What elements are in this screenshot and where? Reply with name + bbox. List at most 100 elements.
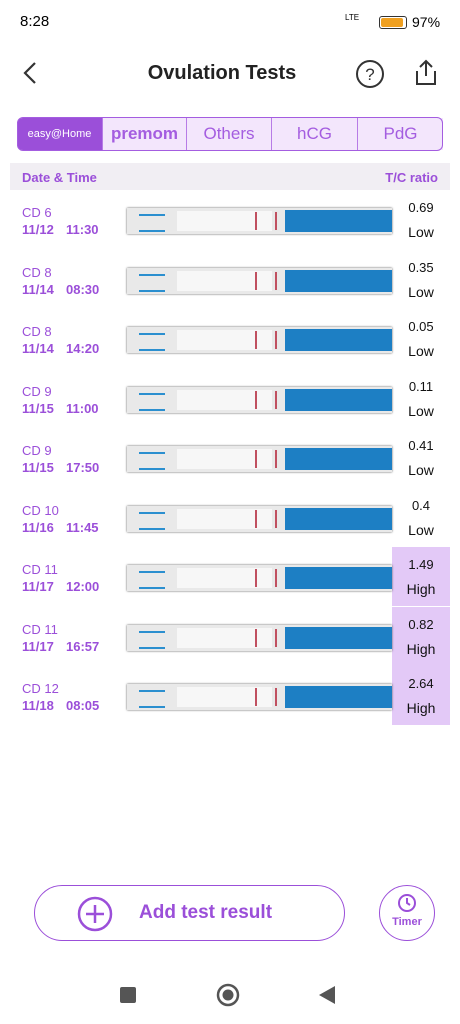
tc-ratio: 2.64 <box>408 676 434 691</box>
test-date: 11/12 <box>22 222 54 237</box>
nav-recents[interactable] <box>120 987 136 1003</box>
strip-part <box>275 688 277 706</box>
nav-back[interactable] <box>319 986 335 1004</box>
strip-part <box>285 507 392 530</box>
strip-part <box>275 212 277 230</box>
test-row[interactable]: CD 12 11/18 08:05 2.64 High <box>0 666 460 725</box>
test-time: 16:57 <box>66 638 100 654</box>
test-row[interactable]: CD 8 11/14 08:30 0.35 Low <box>0 250 460 309</box>
strip-part <box>139 452 165 470</box>
share-button[interactable] <box>411 58 441 88</box>
strip-part <box>275 569 277 587</box>
test-date: 11/16 <box>22 519 54 535</box>
status-time: 8:28 <box>20 13 50 30</box>
cycle-day: CD 12 <box>22 681 59 696</box>
tab[interactable]: Others <box>187 118 272 150</box>
strip-part <box>139 511 165 530</box>
ratio-highlight <box>392 547 450 606</box>
strip-part <box>139 630 165 649</box>
nav-home[interactable] <box>216 983 240 1007</box>
strip-part <box>255 331 257 349</box>
strip-part <box>285 448 392 470</box>
test-strip <box>127 267 392 294</box>
test-date: 11/14 <box>22 281 54 297</box>
test-strip <box>127 327 392 353</box>
ratio-highlight <box>392 666 450 725</box>
test-date: 11/15 <box>22 400 54 416</box>
cycle-day: CD 9 <box>22 383 52 399</box>
strip-part <box>275 271 277 290</box>
battery-icon <box>379 16 407 29</box>
strip-part <box>285 210 392 232</box>
strip-part <box>139 214 165 232</box>
cycle-day: CD 10 <box>22 502 59 518</box>
lh-level: Low <box>408 224 434 240</box>
help-button[interactable]: ? <box>354 58 386 90</box>
lh-level: Low <box>408 462 434 478</box>
strip-part <box>139 690 165 708</box>
strip-part <box>275 628 277 647</box>
strip-part <box>275 390 277 409</box>
strip-part <box>285 329 392 351</box>
strip-part <box>177 211 272 231</box>
test-row[interactable]: CD 9 11/15 11:00 0.11 Low <box>0 369 460 428</box>
test-row[interactable]: CD 11 11/17 16:57 0.82 High <box>0 606 460 666</box>
tc-ratio: 0.05 <box>408 319 434 334</box>
test-strip <box>127 386 392 413</box>
timer-icon <box>398 894 416 912</box>
strip-part <box>255 628 257 647</box>
test-time: 11:30 <box>66 222 99 237</box>
strip-part <box>255 688 257 706</box>
lh-level: High <box>406 581 436 597</box>
test-time: 11:45 <box>66 519 99 535</box>
strip-part <box>275 450 277 468</box>
column-header: Date & Time <box>22 170 97 185</box>
test-row[interactable]: CD 10 11/16 11:45 0.4 Low <box>0 488 460 547</box>
test-row[interactable]: CD 8 11/14 14:20 0.05 Low <box>0 309 460 368</box>
strip-part <box>177 389 272 410</box>
timer-button[interactable]: Timer <box>379 885 435 941</box>
test-date: 11/15 <box>22 460 54 475</box>
strip-part <box>255 509 257 528</box>
strip-part <box>177 687 272 707</box>
test-row[interactable]: CD 6 11/12 11:30 0.69 Low <box>0 190 460 249</box>
test-row[interactable]: CD 11 11/17 12:00 1.49 High <box>0 547 460 606</box>
strip-part <box>255 271 257 290</box>
strip-part <box>177 270 272 291</box>
tab[interactable]: premom <box>103 118 187 150</box>
tc-ratio: 0.4 <box>411 497 431 513</box>
tab[interactable]: hCG <box>272 118 358 150</box>
back-button[interactable] <box>20 60 42 86</box>
svg-text:?: ? <box>365 65 374 84</box>
test-time: 17:50 <box>66 460 100 475</box>
lh-level: High <box>406 700 436 716</box>
strip-part <box>177 568 272 588</box>
strip-part <box>139 333 165 351</box>
test-strip <box>127 505 392 532</box>
lh-level: Low <box>408 521 434 538</box>
lh-level: Low <box>408 343 434 359</box>
strip-part <box>285 626 392 649</box>
strip-part <box>139 273 165 292</box>
tc-ratio: 0.82 <box>408 616 434 632</box>
tab[interactable]: PdG <box>358 118 443 150</box>
plus-icon <box>77 896 113 932</box>
strip-part <box>177 330 272 350</box>
strip-part <box>177 449 272 469</box>
tab[interactable]: easy@Home <box>17 118 103 150</box>
tc-ratio: 0.41 <box>408 438 434 453</box>
test-strip <box>127 208 392 234</box>
strip-part <box>275 509 277 528</box>
add-test-label: Add test result <box>139 902 273 923</box>
column-header: T/C ratio <box>385 170 438 185</box>
tc-ratio: 0.69 <box>408 200 434 215</box>
cycle-day: CD 8 <box>22 264 52 280</box>
add-test-button[interactable]: Add test result <box>34 885 345 941</box>
test-row[interactable]: CD 9 11/15 17:50 0.41 Low <box>0 428 460 487</box>
tc-ratio: 0.11 <box>408 378 434 394</box>
strip-part <box>255 390 257 409</box>
test-strip <box>127 446 392 472</box>
cycle-day: CD 9 <box>22 443 52 458</box>
strip-part <box>285 686 392 708</box>
